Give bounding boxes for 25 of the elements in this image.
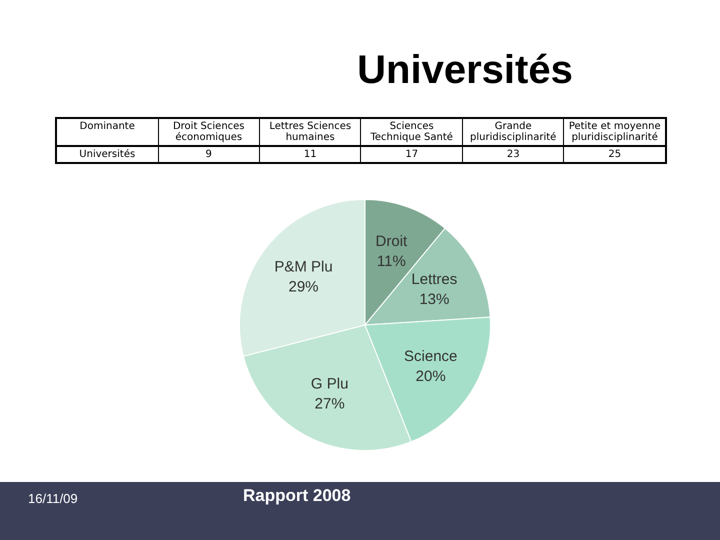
slice-label: Lettres bbox=[411, 270, 458, 288]
text: Universités bbox=[56, 146, 158, 163]
slice-label: Droit bbox=[376, 232, 408, 250]
text: Dominante bbox=[56, 118, 158, 146]
category-label: Petite et moyenne pluridisciplinarité bbox=[564, 118, 666, 146]
slice-label: G Plu bbox=[310, 375, 348, 392]
category-label: Droit Sciences économiques bbox=[158, 118, 260, 146]
category-label: Grande pluridisciplinarité bbox=[462, 118, 564, 146]
category-label: Sciences Technique Santé bbox=[360, 118, 462, 146]
data-label: 25 bbox=[564, 146, 666, 163]
text: 16/11/09 bbox=[28, 490, 78, 506]
data-label: 23 bbox=[462, 146, 564, 163]
slice-label: Science bbox=[404, 348, 458, 365]
category-label: Lettres Sciences humaines bbox=[259, 118, 361, 146]
slice-label: P&M Plu bbox=[274, 258, 333, 276]
text: Universités bbox=[356, 48, 574, 93]
data-label: 17 bbox=[360, 146, 462, 163]
data-label: 20% bbox=[416, 368, 446, 385]
data-label: 9 bbox=[158, 146, 260, 163]
data-label: 11% bbox=[376, 252, 406, 270]
text: Rapport 2008 bbox=[243, 486, 351, 506]
data-label: 27% bbox=[314, 395, 345, 412]
data-label: 11 bbox=[259, 146, 361, 163]
data-label: 29% bbox=[288, 278, 319, 296]
data-label: 13% bbox=[419, 290, 450, 308]
